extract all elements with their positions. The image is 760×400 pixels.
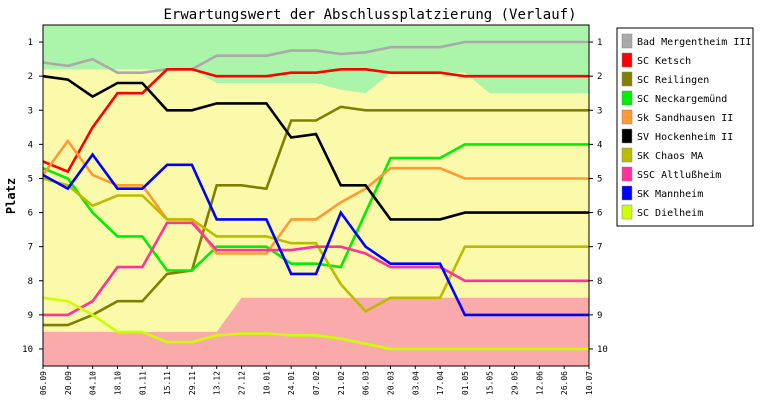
legend-swatch-1 <box>621 33 633 49</box>
series-line-1 <box>42 40 589 74</box>
x-tick-label: 13.12 <box>213 371 222 395</box>
series-line-8 <box>43 221 589 317</box>
series-line-4 <box>42 143 589 272</box>
y-tick-label-left: 3 <box>28 106 33 116</box>
y-tick-label-right: 5 <box>597 174 602 184</box>
x-tick-label: 07.02 <box>312 371 321 395</box>
x-tick-label: 10.07 <box>585 371 594 395</box>
legend-swatch-4 <box>621 90 633 106</box>
y-tick-label-right: 10 <box>597 345 608 355</box>
y-tick-label-right: 4 <box>597 140 602 150</box>
series-line-6 <box>42 74 589 221</box>
y-tick-label-left: 9 <box>28 311 33 321</box>
y-tick-label-right: 6 <box>597 209 602 219</box>
x-tick-label: 29.05 <box>511 371 520 395</box>
x-tick-label: 27.12 <box>238 371 247 395</box>
x-tick-label: 03.04 <box>411 371 420 395</box>
series-line-10 <box>42 296 589 351</box>
x-tick-label: 21.02 <box>337 371 346 395</box>
x-tick-label: 15.11 <box>163 371 172 395</box>
y-axis-label: Platz <box>4 178 18 214</box>
y-tick-label-right: 3 <box>597 106 602 116</box>
x-tick-label: 18.10 <box>113 371 122 395</box>
x-tick-label: 01.11 <box>138 371 147 395</box>
series-line-7 <box>42 177 589 314</box>
x-tick-label: 04.10 <box>89 371 98 395</box>
y-tick-label-left: 8 <box>28 277 33 287</box>
legend-swatch-10 <box>621 204 633 220</box>
legend-box <box>616 27 754 227</box>
series-lines <box>41 40 589 351</box>
chart-title: Erwartungswert der Abschlussplatzierung … <box>163 7 576 23</box>
series-line-9 <box>42 152 589 317</box>
legend-label-8[interactable]: SSC Altlußheim <box>637 170 721 181</box>
y-tick-label-left: 2 <box>28 72 33 82</box>
x-tick-label: 20.03 <box>386 371 395 395</box>
legend-label-10[interactable]: SC Dielheim <box>637 208 703 219</box>
y-tick-label-left: 7 <box>28 243 33 253</box>
legend-swatch-2 <box>621 52 633 68</box>
y-tick-label-right: 8 <box>597 277 602 287</box>
legend-swatch-5 <box>621 109 633 125</box>
x-tick-label: 01.05 <box>461 371 470 395</box>
x-tick-label: 12.06 <box>535 371 544 395</box>
legend-swatch-6 <box>621 128 633 144</box>
y-tick-label-left: 10 <box>22 345 33 355</box>
legend[interactable]: Bad Mergentheim III SC Ketsch SC Reilingen… <box>616 27 754 227</box>
legend-label-6[interactable]: SV Hockenheim II <box>637 132 733 143</box>
x-tick-label: 17.04 <box>436 371 445 395</box>
y-tick-label-right: 7 <box>597 243 602 253</box>
legend-swatch-7 <box>621 147 633 163</box>
legend-swatch-9 <box>621 185 633 201</box>
series-line-2 <box>42 68 589 174</box>
y-tick-label-right: 9 <box>597 311 602 321</box>
x-tick-label: 24.01 <box>287 371 296 395</box>
x-tick-label: 06.03 <box>362 371 371 395</box>
legend-label-3[interactable]: SC Reilingen <box>637 75 709 86</box>
legend-label-4[interactable]: SC Neckargemünd <box>637 94 727 105</box>
legend-label-7[interactable]: SK Chaos MA <box>637 151 703 162</box>
legend-label-9[interactable]: SK Mannheim <box>637 189 703 200</box>
series-line-3 <box>43 105 589 327</box>
x-tick-label: 20.09 <box>64 371 73 395</box>
y-tick-label-left: 5 <box>28 174 33 184</box>
x-tick-label: 06.09 <box>39 371 48 395</box>
legend-label-5[interactable]: Sk Sandhausen II <box>637 113 733 124</box>
y-tick-label-left: 1 <box>28 38 33 48</box>
y-tick-label-right: 1 <box>597 38 602 48</box>
y-tick-label-left: 4 <box>28 140 33 150</box>
legend-label-1[interactable]: Bad Mergentheim III <box>637 37 751 48</box>
legend-label-2[interactable]: SC Ketsch <box>637 56 691 67</box>
x-tick-label: 15.05 <box>486 371 495 395</box>
axes: 1 1 2 2 3 3 4 4 5 5 6 6 7 7 8 8 9 9 10 10 06.09 20.09 04.10 18.… <box>22 24 608 395</box>
x-tick-label: 26.06 <box>560 371 569 395</box>
x-tick-label: 29.11 <box>188 371 197 395</box>
band-top <box>43 25 589 94</box>
series-line-5 <box>41 138 589 255</box>
x-tick-label: 10.01 <box>262 371 271 395</box>
legend-swatch-8 <box>621 166 633 182</box>
legend-swatch-3 <box>621 71 633 87</box>
y-tick-label-left: 6 <box>28 209 33 219</box>
y-tick-label-right: 2 <box>597 72 602 82</box>
